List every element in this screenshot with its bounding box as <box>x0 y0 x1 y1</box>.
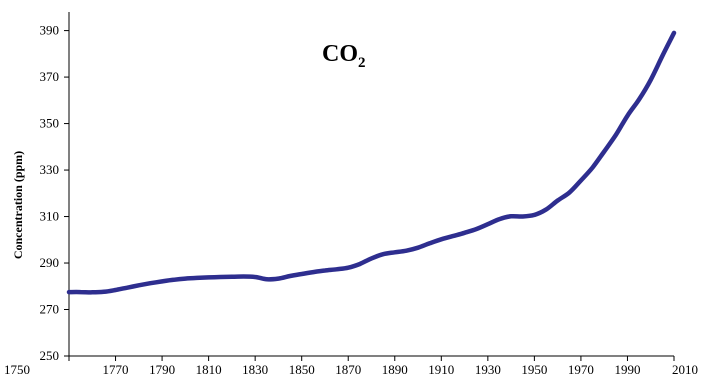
data-point <box>219 276 222 278</box>
x-tick-label: 1890 <box>382 362 408 377</box>
data-point <box>626 114 629 117</box>
y-tick-label: 330 <box>40 162 60 177</box>
x-tick-label: 1830 <box>242 362 268 377</box>
y-tick-label: 270 <box>40 302 60 317</box>
chart-title-subscript: 2 <box>358 55 366 71</box>
data-point <box>103 291 105 293</box>
data-point <box>533 214 536 216</box>
data-point <box>335 268 338 271</box>
chart-title: CO2 <box>322 41 366 71</box>
data-point <box>487 223 489 225</box>
data-point <box>522 215 524 218</box>
axes <box>68 12 674 357</box>
x-tick-label: 1990 <box>614 362 640 377</box>
data-point <box>603 150 605 153</box>
data-point <box>114 289 117 291</box>
data-point <box>428 242 431 245</box>
data-point <box>347 266 350 269</box>
data-point <box>149 282 152 285</box>
y-tick-label: 310 <box>40 209 60 224</box>
data-point <box>580 179 582 182</box>
data-point <box>417 246 419 249</box>
data-point <box>79 291 82 293</box>
data-point <box>184 277 187 280</box>
x-tick-label: 2010 <box>672 362 698 377</box>
x-tick-label: 1770 <box>103 362 129 377</box>
data-point <box>545 208 547 211</box>
data-point <box>382 253 384 255</box>
data-point <box>638 98 640 101</box>
data-point <box>568 191 571 194</box>
data-point <box>126 286 128 289</box>
data-point <box>161 280 163 283</box>
y-tick-label: 290 <box>40 255 60 270</box>
x-tick-label: 1910 <box>428 362 454 377</box>
data-point <box>324 269 326 272</box>
data-point <box>254 276 256 278</box>
data-point <box>394 251 396 254</box>
data-point <box>405 249 408 252</box>
y-tick-label: 370 <box>40 69 60 84</box>
data-point <box>172 279 175 281</box>
data-point <box>266 278 268 281</box>
data-point <box>68 291 70 293</box>
x-tick-label: 1850 <box>289 362 315 377</box>
data-point <box>463 232 466 234</box>
data-point <box>510 215 512 218</box>
x-tick-label: 1930 <box>475 362 501 377</box>
x-tick-label: 1970 <box>568 362 594 377</box>
data-point <box>289 275 291 277</box>
data-point <box>475 228 478 230</box>
data-point <box>207 276 210 279</box>
data-point <box>242 275 245 278</box>
series-layer <box>66 30 677 295</box>
x-tick-label: 1870 <box>335 362 361 377</box>
y-tick-label: 350 <box>40 116 60 131</box>
x-tick-label: 1790 <box>149 362 175 377</box>
data-point <box>138 284 140 287</box>
data-point <box>300 273 303 275</box>
data-point <box>661 55 664 57</box>
x-tick-label: 1950 <box>521 362 547 377</box>
data-point <box>556 199 559 202</box>
tick-marks: 250 270 290 310 330 350 370 390 1750 1770 1790 1810… <box>4 23 698 377</box>
data-point <box>370 257 373 260</box>
data-point <box>359 263 361 265</box>
data-point <box>91 291 94 294</box>
x-tick-label: 1750 <box>4 362 30 377</box>
data-point <box>196 277 198 279</box>
data-point <box>498 218 501 220</box>
data-point <box>649 79 652 81</box>
y-axis-label: Concentration (ppm) <box>11 151 25 259</box>
x-tick-label: 1810 <box>196 362 222 377</box>
data-point <box>591 166 594 169</box>
y-tick-label: 390 <box>40 23 60 38</box>
data-point <box>231 275 233 278</box>
data-point <box>312 271 315 273</box>
data-point <box>277 277 280 280</box>
data-point <box>615 134 617 136</box>
y-tick-label: 250 <box>40 348 60 363</box>
data-point <box>452 235 454 237</box>
data-point <box>440 238 443 241</box>
data-point <box>673 32 675 34</box>
co2-series-line <box>66 30 677 295</box>
chart-title-main: CO <box>322 41 358 67</box>
